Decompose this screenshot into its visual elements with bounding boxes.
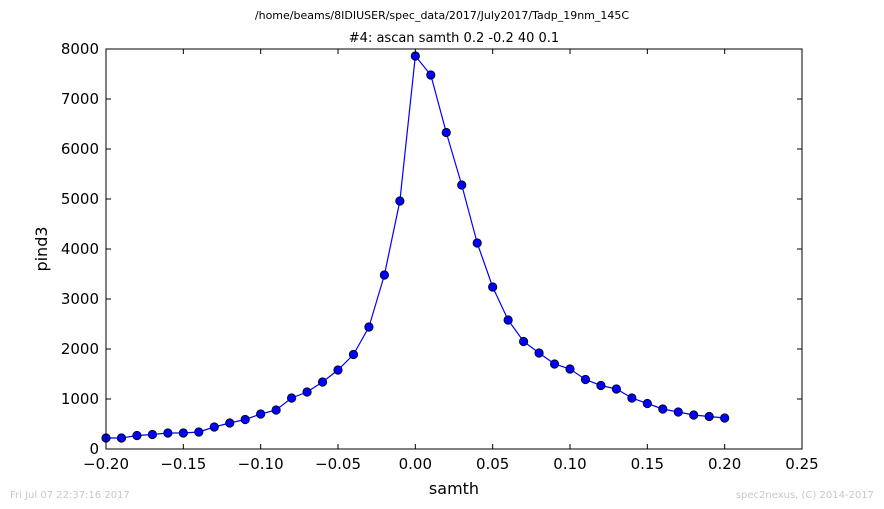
y-tick-label: 1000: [61, 390, 99, 408]
y-tick-label: 6000: [61, 140, 99, 158]
x-tick-label: 0.00: [399, 455, 432, 473]
series-line: [106, 54, 725, 439]
data-point: [580, 374, 591, 385]
data-point: [364, 322, 374, 332]
y-tick-label: 7000: [61, 90, 99, 108]
data-point: [225, 418, 235, 428]
data-point: [673, 407, 683, 417]
data-point: [194, 427, 204, 437]
y-tick-label: 5000: [61, 190, 99, 208]
x-tick-label: −0.20: [83, 455, 129, 473]
data-point: [441, 127, 451, 138]
data-point: [256, 409, 266, 419]
y-tick-label: 8000: [61, 40, 99, 58]
data-point: [348, 349, 359, 360]
data-point: [132, 430, 142, 441]
data-point: [395, 196, 405, 206]
chart-title: #4: ascan samth 0.2 -0.2 40 0.1: [349, 31, 559, 46]
x-tick-label: −0.10: [238, 455, 284, 473]
data-point: [503, 315, 513, 325]
data-point: [611, 384, 622, 394]
data-point: [720, 413, 730, 423]
data-point: [534, 348, 544, 358]
x-tick-label: 0.25: [785, 455, 818, 473]
y-tick-label: 0: [89, 440, 99, 458]
x-tick-label: 0.20: [708, 455, 741, 473]
plot-series-group: [101, 51, 730, 443]
data-point: [488, 282, 498, 292]
data-point: [271, 405, 281, 415]
data-point: [426, 70, 436, 80]
data-point: [178, 428, 188, 438]
data-point: [317, 377, 328, 387]
x-tick-label: 0.05: [476, 455, 509, 473]
data-point: [642, 398, 652, 409]
data-point: [163, 428, 173, 438]
data-point: [457, 180, 467, 190]
data-point: [704, 411, 714, 422]
footer-credit: spec2nexus, (C) 2014-2017: [736, 490, 874, 501]
data-point: [379, 270, 389, 280]
plot-frame: [105, 48, 803, 450]
y-axis-ticks: 0 1000 2000 3000 4000 5000 6000 7000 8000: [61, 40, 802, 458]
data-point: [147, 429, 157, 440]
data-point: [627, 393, 637, 403]
data-point: [209, 422, 219, 432]
data-point: [240, 414, 250, 425]
y-tick-label: 4000: [61, 240, 99, 258]
x-tick-label: −0.05: [315, 455, 361, 473]
x-axis-label: samth: [429, 479, 479, 498]
data-point: [565, 364, 575, 374]
figure-suptitle: /home/beams/8IDIUSER/spec_data/2017/July…: [255, 9, 630, 22]
footer-timestamp: Fri Jul 07 22:37:16 2017: [10, 490, 130, 501]
data-point: [596, 380, 606, 391]
y-axis-label: pind3: [32, 226, 51, 271]
x-tick-label: 0.10: [553, 455, 586, 473]
data-point: [333, 365, 343, 375]
y-tick-label: 2000: [61, 340, 99, 358]
data-point: [286, 393, 297, 403]
y-tick-label: 3000: [61, 290, 99, 308]
x-axis-ticks: −0.20 −0.15 −0.10 −0.05 0.00 0.05 0.10 0.15 0.20…: [83, 49, 819, 473]
data-point: [472, 238, 482, 248]
data-point: [689, 410, 699, 420]
data-point: [549, 359, 560, 369]
x-tick-label: −0.15: [160, 455, 206, 473]
data-point: [518, 336, 529, 347]
data-point: [658, 404, 668, 414]
data-point: [302, 387, 312, 397]
data-point: [116, 433, 127, 443]
x-tick-label: 0.15: [631, 455, 664, 473]
